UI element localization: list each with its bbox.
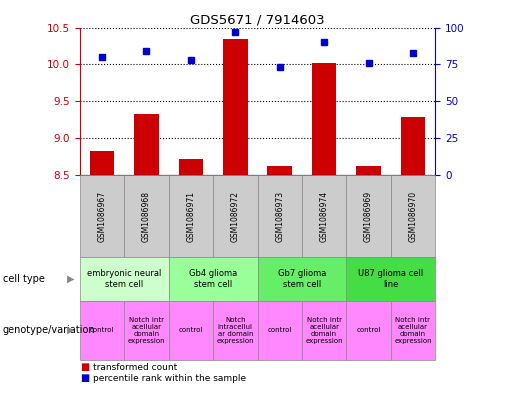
Text: Notch
intracellul
ar domain
expression: Notch intracellul ar domain expression [216,317,254,343]
Text: Notch intr
acellular
domain
expression: Notch intr acellular domain expression [394,317,432,343]
Text: GSM1086969: GSM1086969 [364,191,373,242]
Bar [312,63,336,175]
Text: GSM1086974: GSM1086974 [320,191,329,242]
Bar [179,159,203,175]
Bar [267,166,292,175]
Text: control: control [90,327,114,333]
Text: ▶: ▶ [67,325,75,335]
Text: GSM1086968: GSM1086968 [142,191,151,242]
Text: ■: ■ [80,362,89,373]
Bar [90,151,114,175]
Text: Gb7 glioma
stem cell: Gb7 glioma stem cell [278,269,326,289]
Text: GSM1086967: GSM1086967 [97,191,107,242]
Text: GSM1086972: GSM1086972 [231,191,240,242]
Text: transformed count: transformed count [93,363,177,372]
Text: genotype/variation: genotype/variation [3,325,95,335]
Text: embryonic neural
stem cell: embryonic neural stem cell [87,269,161,289]
Text: ■: ■ [80,373,89,383]
Text: GSM1086973: GSM1086973 [275,191,284,242]
Text: ▶: ▶ [67,274,75,284]
Text: Notch intr
acellular
domain
expression: Notch intr acellular domain expression [128,317,165,343]
Text: control: control [356,327,381,333]
Text: GSM1086971: GSM1086971 [186,191,195,242]
Bar [401,118,425,175]
Text: Notch intr
acellular
domain
expression: Notch intr acellular domain expression [305,317,343,343]
Text: cell type: cell type [3,274,44,284]
Text: control: control [267,327,292,333]
Bar [356,166,381,175]
Title: GDS5671 / 7914603: GDS5671 / 7914603 [190,13,325,26]
Bar [223,39,248,175]
Bar [134,114,159,175]
Text: U87 glioma cell
line: U87 glioma cell line [358,269,423,289]
Text: Gb4 glioma
stem cell: Gb4 glioma stem cell [189,269,237,289]
Text: percentile rank within the sample: percentile rank within the sample [93,374,246,382]
Text: control: control [179,327,203,333]
Text: GSM1086970: GSM1086970 [408,191,418,242]
